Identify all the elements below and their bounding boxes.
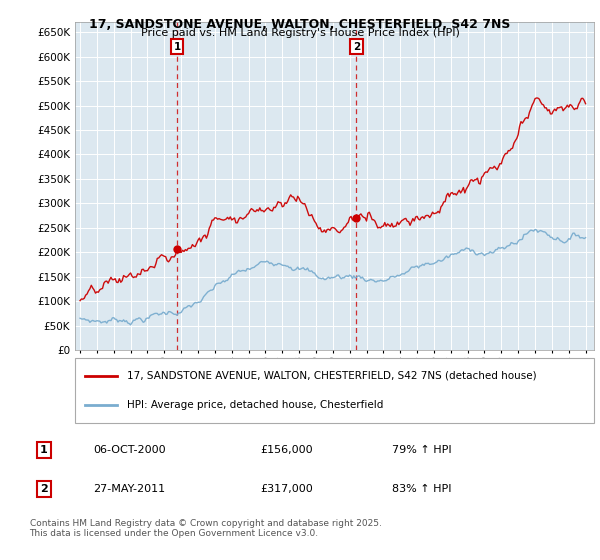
Text: HPI: Average price, detached house, Chesterfield: HPI: Average price, detached house, Ches… (127, 400, 383, 410)
Text: 83% ↑ HPI: 83% ↑ HPI (392, 484, 452, 494)
Text: 17, SANDSTONE AVENUE, WALTON, CHESTERFIELD, S42 7NS (detached house): 17, SANDSTONE AVENUE, WALTON, CHESTERFIE… (127, 371, 536, 381)
Text: 2: 2 (40, 484, 48, 494)
Text: Price paid vs. HM Land Registry's House Price Index (HPI): Price paid vs. HM Land Registry's House … (140, 28, 460, 38)
Text: 27-MAY-2011: 27-MAY-2011 (93, 484, 165, 494)
Text: 2: 2 (353, 42, 360, 52)
Text: 1: 1 (173, 42, 181, 52)
Text: 79% ↑ HPI: 79% ↑ HPI (392, 445, 452, 455)
FancyBboxPatch shape (75, 358, 594, 423)
Text: Contains HM Land Registry data © Crown copyright and database right 2025.
This d: Contains HM Land Registry data © Crown c… (29, 519, 382, 538)
Text: £156,000: £156,000 (260, 445, 313, 455)
Text: £317,000: £317,000 (260, 484, 313, 494)
Text: 06-OCT-2000: 06-OCT-2000 (93, 445, 166, 455)
Text: 17, SANDSTONE AVENUE, WALTON, CHESTERFIELD, S42 7NS: 17, SANDSTONE AVENUE, WALTON, CHESTERFIE… (89, 18, 511, 31)
Text: 1: 1 (40, 445, 48, 455)
